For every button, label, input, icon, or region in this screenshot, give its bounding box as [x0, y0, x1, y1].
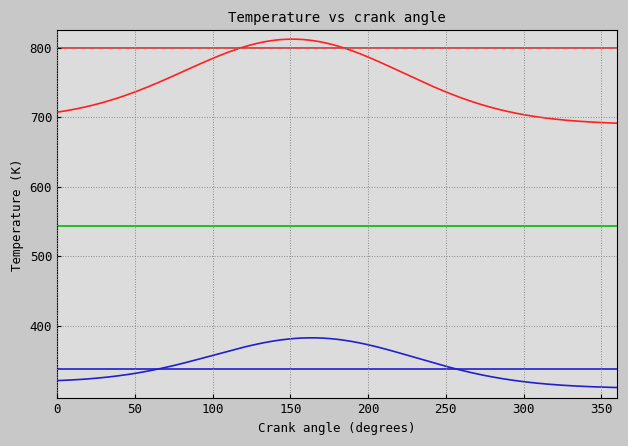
Y-axis label: Temperature (K): Temperature (K) — [11, 158, 24, 271]
X-axis label: Crank angle (degrees): Crank angle (degrees) — [258, 422, 416, 435]
Title: Temperature vs crank angle: Temperature vs crank angle — [228, 11, 446, 25]
